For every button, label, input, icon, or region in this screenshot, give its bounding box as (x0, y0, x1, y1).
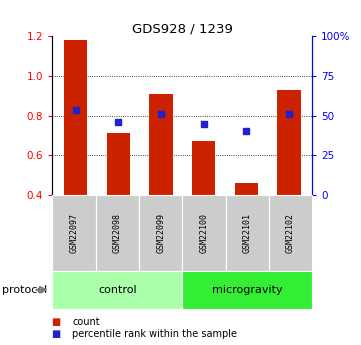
Point (243, 129, 249, 134)
Text: count: count (72, 317, 100, 326)
Bar (149, 94, 173, 195)
Text: GSM22100: GSM22100 (200, 213, 208, 253)
Text: GSM22101: GSM22101 (243, 213, 252, 253)
Title: GDS928 / 1239: GDS928 / 1239 (132, 22, 233, 35)
Bar (64, 40, 87, 195)
Point (201, 121, 206, 126)
Point (158, 111, 164, 116)
Point (73, 107, 79, 112)
Text: GSM22099: GSM22099 (156, 213, 165, 253)
Bar (192, 141, 215, 195)
Bar (277, 90, 301, 195)
Text: GSM22098: GSM22098 (113, 213, 122, 253)
Text: protocol: protocol (2, 285, 47, 295)
Text: percentile rank within the sample: percentile rank within the sample (72, 329, 237, 339)
Bar (106, 134, 130, 195)
Bar (235, 183, 258, 195)
Text: ■: ■ (51, 329, 61, 339)
Text: microgravity: microgravity (212, 285, 283, 295)
Text: control: control (98, 285, 136, 295)
Text: GSM22097: GSM22097 (70, 213, 78, 253)
Text: GSM22102: GSM22102 (286, 213, 295, 253)
Text: ■: ■ (51, 317, 61, 326)
Point (116, 119, 121, 124)
Point (286, 111, 292, 116)
